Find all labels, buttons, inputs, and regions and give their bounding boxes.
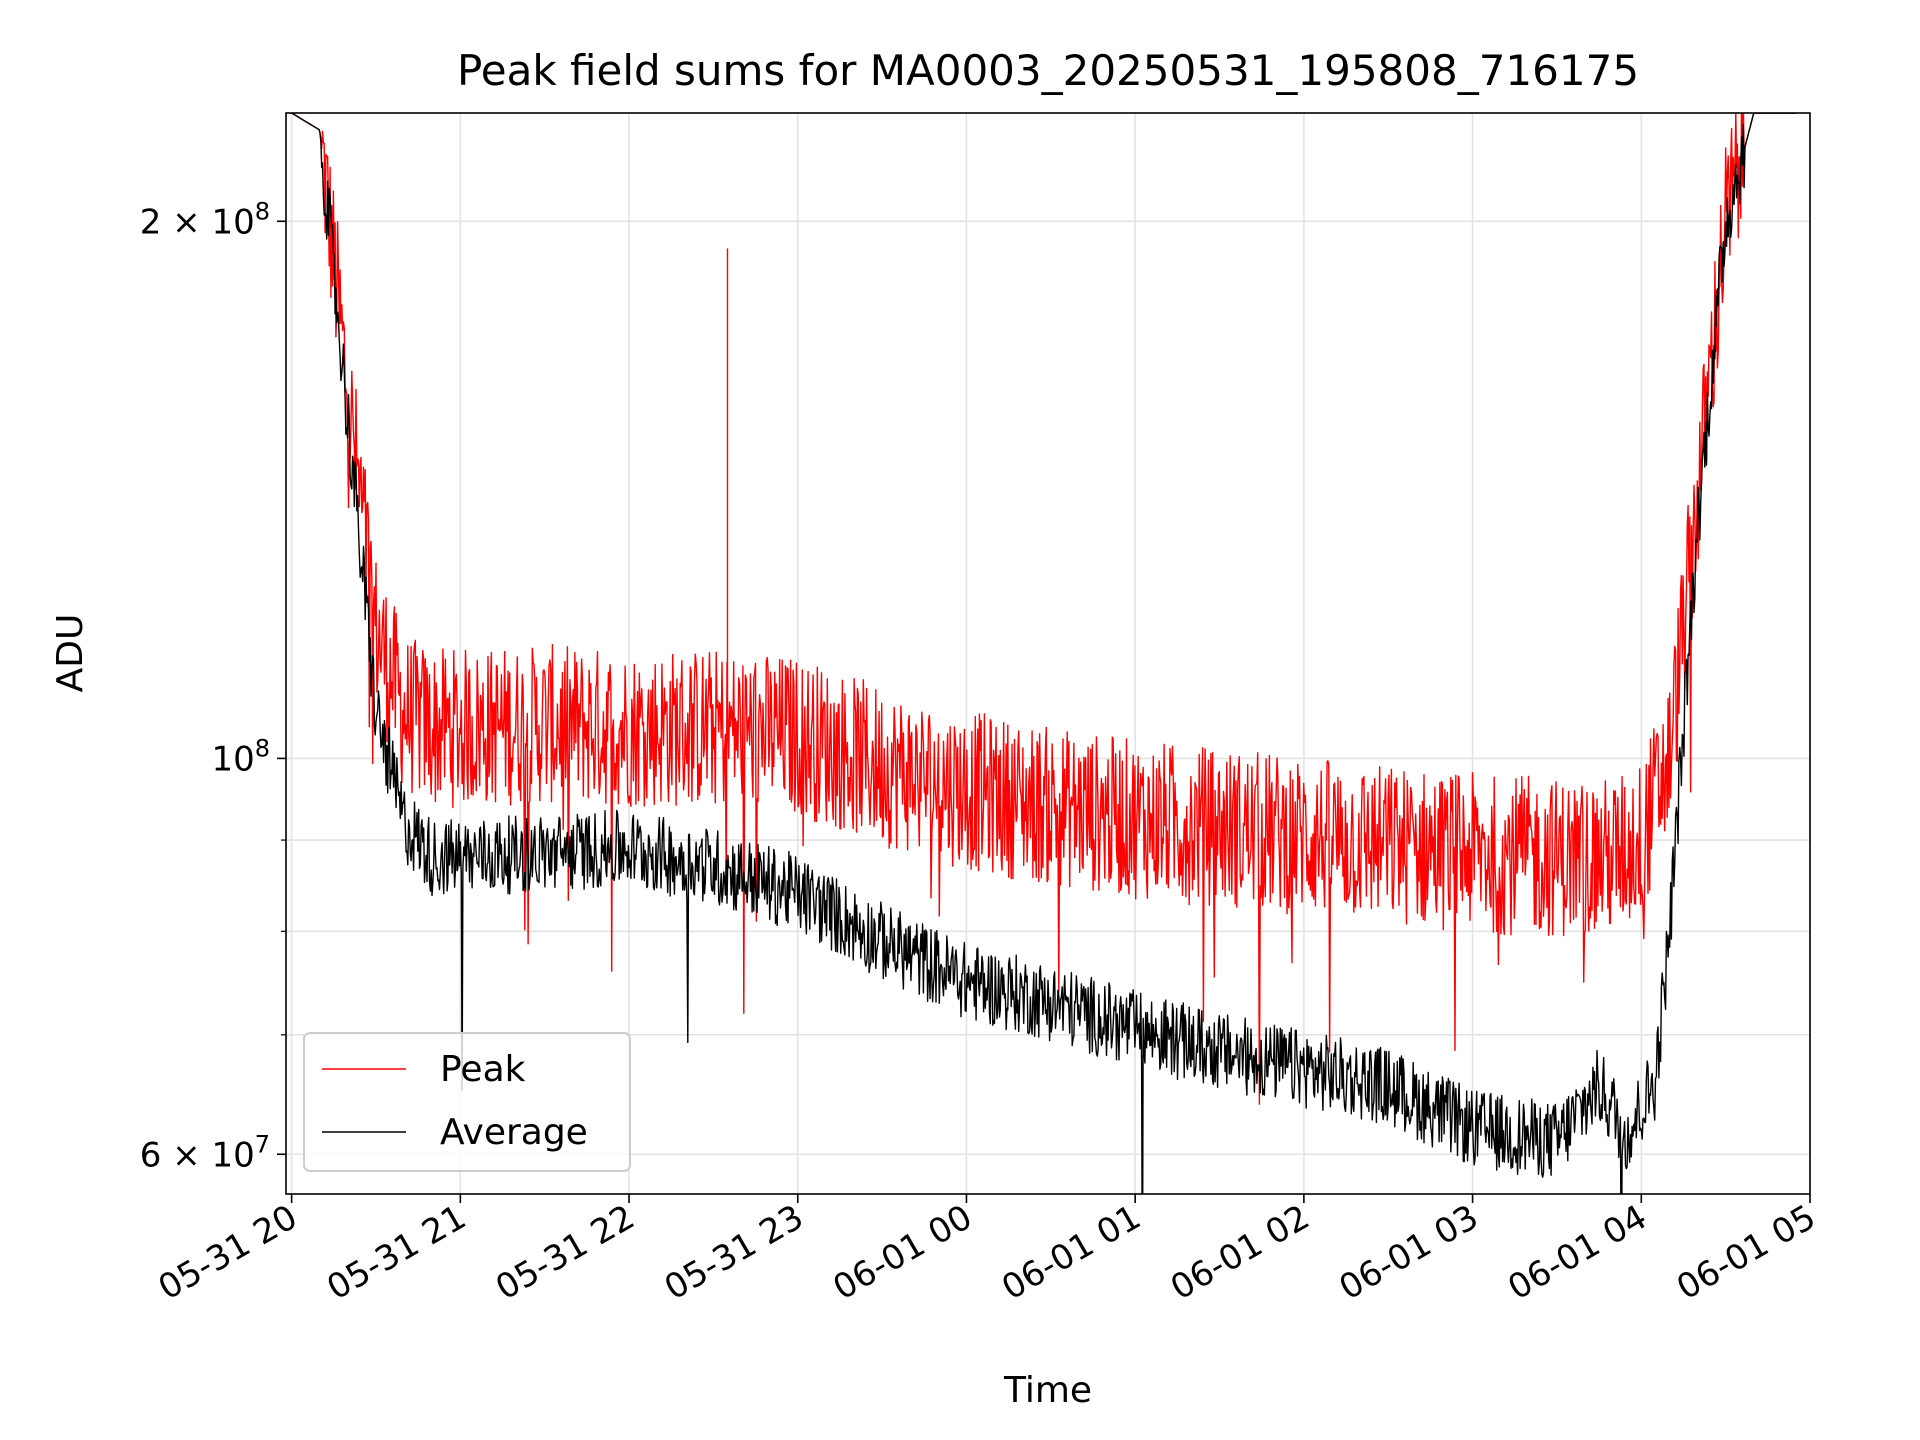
series-line-average [291,113,1796,1194]
legend: Peak Average [303,1032,631,1172]
plot-frame [285,112,1811,1195]
chart-title: Peak field sums for MA0003_20250531_1958… [457,46,1639,95]
y-tick-label: 2 × 108 [140,197,270,242]
y-tick-label: 6 × 107 [140,1130,270,1175]
y-axis: 6 × 107 108 2 × 108 [140,197,286,1175]
y-tick-label: 108 [211,734,270,779]
legend-label-peak: Peak [440,1049,526,1090]
series-line-peak [291,113,1796,1105]
y-axis-label: ADU [50,614,91,693]
legend-label-average: Average [440,1112,588,1153]
series-layer [291,113,1796,1194]
x-axis-label: Time [1003,1370,1092,1411]
legend-box [303,1032,631,1172]
